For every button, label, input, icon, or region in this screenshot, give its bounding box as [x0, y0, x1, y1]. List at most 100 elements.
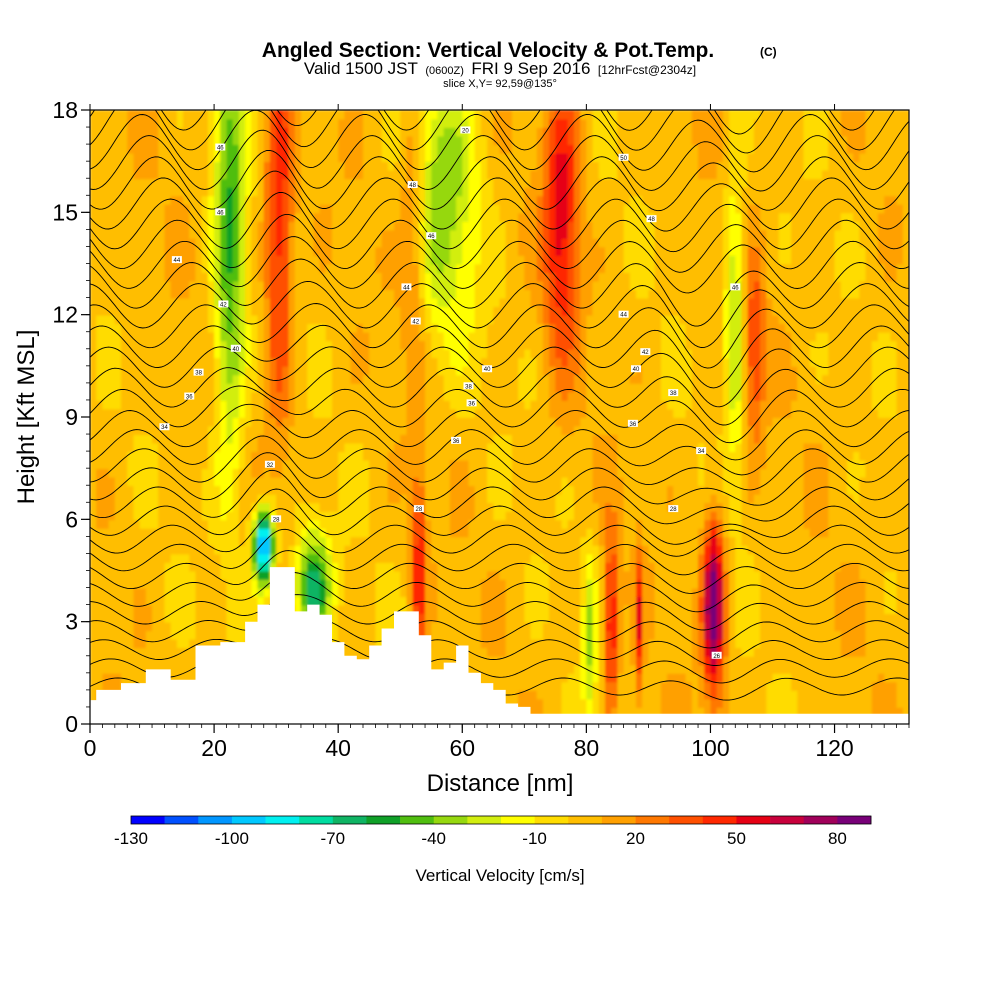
velocity-cell — [853, 604, 861, 615]
velocity-cell — [487, 468, 495, 478]
velocity-cell — [691, 647, 699, 657]
velocity-cell — [654, 604, 662, 615]
velocity-cell — [815, 485, 824, 495]
velocity-cell — [468, 425, 476, 435]
velocity-cell — [369, 544, 377, 555]
velocity-cell — [636, 476, 644, 487]
velocity-cell — [555, 510, 563, 521]
velocity-cell — [139, 630, 147, 640]
velocity-cell — [809, 502, 817, 512]
velocity-cell — [791, 613, 799, 623]
velocity-cell — [623, 570, 631, 580]
velocity-cell — [648, 561, 656, 572]
velocity-cell — [282, 536, 290, 546]
velocity-cell — [561, 553, 569, 563]
velocity-cell — [96, 613, 104, 623]
velocity-cell — [226, 485, 234, 495]
velocity-cell — [890, 630, 898, 640]
velocity-cell — [164, 485, 172, 495]
velocity-cell — [412, 536, 420, 546]
velocity-cell — [524, 698, 532, 708]
velocity-cell — [462, 561, 470, 572]
velocity-cell — [158, 621, 166, 632]
velocity-cell — [108, 570, 116, 580]
velocity-cell — [245, 527, 253, 538]
velocity-cell — [462, 442, 470, 453]
velocity-cell — [710, 399, 718, 410]
velocity-cell — [555, 706, 563, 717]
velocity-cell — [822, 425, 830, 435]
velocity-cell — [344, 579, 352, 589]
velocity-cell — [431, 544, 439, 555]
velocity-cell — [152, 638, 160, 649]
velocity-cell — [518, 570, 526, 580]
velocity-cell — [871, 647, 879, 657]
velocity-cell — [896, 476, 904, 487]
velocity-cell — [462, 434, 470, 444]
velocity-cell — [822, 587, 830, 597]
velocity-cell — [561, 655, 569, 666]
velocity-cell — [338, 442, 346, 453]
velocity-cell — [282, 425, 290, 435]
velocity-cell — [307, 510, 315, 521]
velocity-cell — [580, 476, 588, 487]
velocity-cell — [207, 399, 215, 410]
velocity-cell — [722, 493, 730, 504]
velocity-cell — [722, 536, 730, 546]
velocity-cell — [443, 561, 451, 572]
velocity-cell — [791, 570, 799, 580]
velocity-cell — [853, 476, 861, 487]
velocity-cell — [542, 706, 551, 717]
velocity-cell — [276, 451, 284, 461]
velocity-cell — [636, 579, 644, 589]
velocity-cell — [493, 408, 501, 418]
velocity-cell — [890, 638, 898, 649]
velocity-cell — [431, 570, 439, 580]
velocity-cell — [127, 434, 135, 444]
velocity-cell — [598, 417, 606, 427]
velocity-cell — [642, 698, 650, 708]
velocity-cell — [716, 689, 724, 700]
velocity-cell — [623, 561, 631, 572]
velocity-cell — [152, 510, 160, 521]
velocity-cell — [387, 527, 395, 538]
velocity-cell — [530, 485, 538, 495]
velocity-cell — [573, 493, 582, 504]
velocity-cell — [822, 664, 830, 674]
velocity-cell — [636, 527, 644, 538]
velocity-cell — [617, 451, 625, 461]
velocity-cell — [121, 417, 129, 427]
velocity-cell — [604, 425, 613, 435]
velocity-cell — [617, 672, 625, 683]
velocity-cell — [276, 434, 284, 444]
velocity-cell — [338, 587, 346, 597]
velocity-cell — [90, 519, 98, 529]
velocity-cell — [325, 596, 333, 606]
velocity-cell — [257, 434, 265, 444]
velocity-cell — [412, 442, 420, 453]
velocity-cell — [288, 561, 296, 572]
velocity-cell — [673, 647, 681, 657]
velocity-cell — [729, 485, 737, 495]
velocity-cell — [443, 579, 451, 589]
velocity-cell — [300, 527, 309, 538]
velocity-cell — [611, 604, 619, 615]
velocity-cell — [853, 596, 861, 606]
velocity-cell — [530, 442, 538, 453]
velocity-cell — [356, 425, 364, 435]
velocity-cell — [859, 553, 867, 563]
velocity-cell — [207, 485, 215, 495]
velocity-cell — [654, 698, 662, 708]
velocity-cell — [139, 544, 147, 555]
velocity-cell — [369, 621, 377, 632]
velocity-cell — [474, 434, 482, 444]
velocity-cell — [828, 459, 836, 470]
velocity-cell — [561, 621, 569, 632]
velocity-cell — [642, 587, 650, 597]
velocity-cell — [865, 408, 873, 418]
velocity-cell — [654, 451, 662, 461]
velocity-cell — [747, 527, 755, 538]
velocity-cell — [592, 408, 600, 418]
velocity-cell — [381, 425, 389, 435]
velocity-cell — [431, 579, 439, 589]
